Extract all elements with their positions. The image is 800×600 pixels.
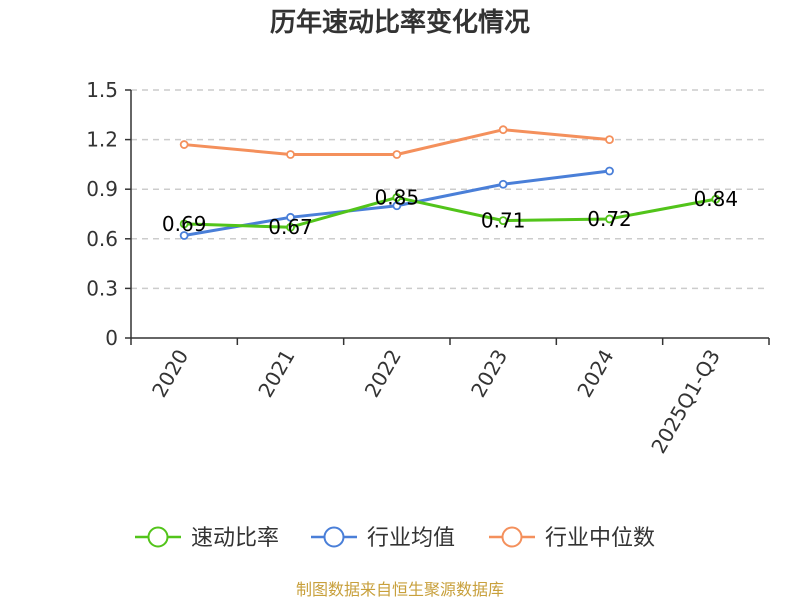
series-line-0 — [184, 195, 717, 229]
x-tick-label: 2025Q1-Q3 — [646, 345, 725, 457]
x-tick-label: 2020 — [147, 345, 193, 401]
data-point[interactable] — [392, 201, 402, 211]
legend-item-0[interactable]: 速动比率 — [135, 526, 279, 551]
legend-marker — [501, 526, 523, 548]
y-tick-label: 1.5 — [86, 78, 118, 102]
y-tick-label: 0 — [105, 326, 118, 350]
data-point[interactable] — [605, 214, 614, 224]
chart-title: 历年速动比率变化情况 — [270, 7, 530, 38]
data-label: 0.85 — [375, 185, 420, 209]
data-point[interactable] — [179, 231, 189, 240]
legend-label: 速动比率 — [191, 526, 279, 551]
data-point[interactable] — [392, 193, 402, 202]
legend-label: 行业中位数 — [545, 526, 655, 551]
data-point[interactable] — [498, 179, 508, 189]
data-label: 0.71 — [481, 209, 526, 233]
data-labels: 0.69 0.67 0.85 0.71 0.72 0.84 — [162, 185, 738, 239]
data-point[interactable] — [605, 135, 614, 145]
data-point[interactable] — [605, 166, 614, 176]
legend[interactable]: 速动比率 行业均值 行业中位数 — [135, 526, 655, 551]
x-tick-label: 2021 — [253, 345, 299, 401]
legend-marker — [323, 526, 345, 548]
data-label: 0.84 — [694, 187, 739, 211]
legend-item-2[interactable]: 行业中位数 — [489, 526, 655, 551]
x-tick-label: 2024 — [572, 345, 618, 401]
x-tick-label: 2022 — [360, 345, 406, 401]
y-tick-label: 0.3 — [86, 276, 118, 300]
grid-lines — [131, 89, 769, 290]
data-label: 0.67 — [268, 215, 313, 239]
y-tick-label: 1.2 — [86, 128, 118, 152]
data-label: 0.72 — [587, 207, 632, 231]
y-tick-label: 0.9 — [86, 177, 118, 201]
data-point[interactable] — [286, 150, 295, 159]
legend-marker — [147, 526, 169, 548]
data-point[interactable] — [286, 212, 295, 222]
axes: 0 0.3 0.6 0.9 1.2 1.5 2020 2021 2022 2023 2024 2025… — [86, 78, 770, 458]
source-note: 制图数据来自恒生聚源数据库 — [296, 580, 504, 599]
x-tick-label: 2023 — [466, 345, 512, 401]
data-point[interactable] — [498, 216, 508, 226]
data-point[interactable] — [498, 125, 508, 135]
data-point[interactable] — [711, 194, 721, 204]
series-lines — [179, 125, 721, 240]
data-label: 0.69 — [162, 212, 207, 236]
data-point[interactable] — [179, 140, 189, 149]
legend-item-1[interactable]: 行业均值 — [311, 526, 455, 551]
data-point[interactable] — [179, 219, 189, 229]
data-point[interactable] — [286, 222, 295, 232]
data-point[interactable] — [392, 150, 402, 159]
legend-label: 行业均值 — [367, 526, 455, 551]
y-tick-label: 0.6 — [86, 227, 118, 251]
